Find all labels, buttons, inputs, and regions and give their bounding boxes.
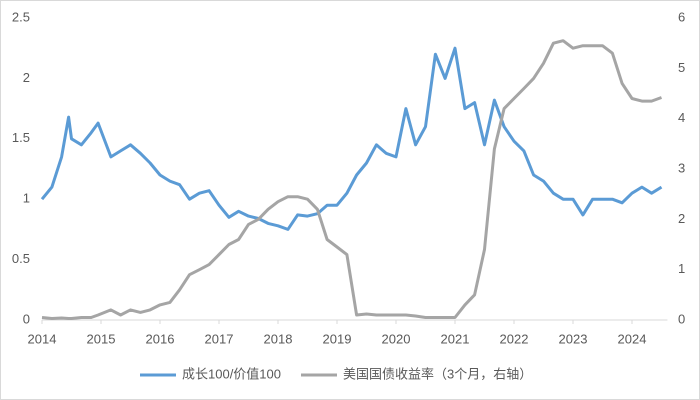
x-tick-label: 2022 (500, 331, 529, 346)
x-tick-label: 2016 (146, 331, 175, 346)
series-line (41, 39, 663, 320)
y2-tick-label: 3 (678, 160, 685, 175)
x-tick-label: 2014 (28, 331, 57, 346)
series-line (40, 46, 663, 231)
y-tick-label: 2.5 (12, 9, 30, 24)
y2-tick-label: 1 (678, 261, 685, 276)
x-tick-label: 2021 (441, 331, 470, 346)
y-tick-label: 0.5 (12, 251, 30, 266)
y2-tick-label: 5 (678, 60, 685, 75)
y-tick-label: 2 (23, 70, 30, 85)
y2-tick-label: 6 (678, 9, 685, 24)
legend-label: 成长100/价值100 (182, 366, 281, 381)
y2-tick-label: 2 (678, 211, 685, 226)
y-tick-label: 1 (23, 191, 30, 206)
y2-tick-label: 4 (678, 110, 685, 125)
x-tick-label: 2023 (559, 331, 588, 346)
legend-label: 美国国债收益率（3个月，右轴） (343, 366, 532, 381)
y-tick-label: 0 (23, 311, 30, 326)
y-tick-label: 1.5 (12, 130, 30, 145)
x-tick-label: 2017 (205, 331, 234, 346)
x-tick-label: 2020 (382, 331, 411, 346)
x-tick-label: 2018 (264, 331, 293, 346)
x-tick-label: 2015 (87, 331, 116, 346)
x-tick-label: 2019 (323, 331, 352, 346)
x-tick-label: 2024 (618, 331, 647, 346)
y2-tick-label: 0 (678, 311, 685, 326)
